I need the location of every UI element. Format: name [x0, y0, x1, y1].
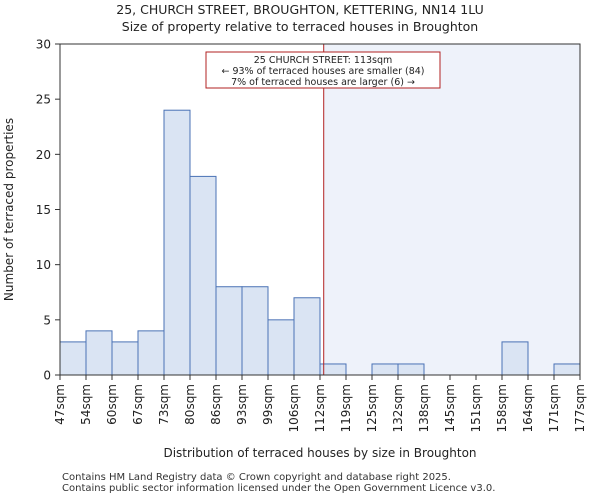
x-tick-label: 67sqm: [131, 384, 145, 425]
x-tick-label: 80sqm: [183, 384, 197, 425]
histogram-bar: [215, 286, 243, 376]
x-tick-label: 158sqm: [495, 384, 509, 432]
footer-copyright: Contains HM Land Registry data © Crown c…: [62, 472, 451, 483]
plot-frame: [59, 43, 581, 376]
annotation-line-2: ← 93% of terraced houses are smaller (84…: [221, 66, 424, 77]
histogram-bar: [59, 341, 87, 376]
footer-licence: Contains public sector information licen…: [62, 483, 496, 494]
y-tick-label: 0: [43, 369, 51, 383]
x-tick-label: 119sqm: [339, 384, 353, 432]
y-tick-label: 30: [36, 38, 51, 52]
annotation-border: [205, 51, 441, 89]
histogram-bar: [397, 363, 425, 376]
x-tick-label: 60sqm: [105, 384, 119, 425]
histogram-bar: [85, 330, 113, 376]
histogram-bar: [137, 330, 165, 376]
y-tick-label: 20: [36, 148, 51, 162]
x-tick-label: 54sqm: [79, 384, 93, 425]
histogram-bar: [267, 319, 295, 376]
histogram-bar: [111, 341, 139, 376]
larger-region-shade: [323, 44, 580, 375]
x-tick-label: 99sqm: [261, 384, 275, 425]
histogram-bar: [553, 363, 581, 376]
chart-title: 25, CHURCH STREET, BROUGHTON, KETTERING,…: [116, 2, 484, 17]
y-tick-label: 25: [36, 93, 51, 107]
y-axis-label: Number of terraced properties: [2, 118, 16, 301]
x-tick-label: 145sqm: [443, 384, 457, 432]
histogram-bar: [371, 363, 399, 376]
x-axis-label: Distribution of terraced houses by size …: [163, 446, 476, 460]
x-tick-label: 73sqm: [157, 384, 171, 425]
histogram-bar: [163, 109, 191, 376]
chart-subtitle: Size of property relative to terraced ho…: [121, 19, 479, 34]
annotation-line-1: 25 CHURCH STREET: 113sqm: [254, 55, 393, 66]
annotation-box: 25 CHURCH STREET: 113sqm ← 93% of terrac…: [205, 51, 441, 89]
x-tick-label: 106sqm: [287, 384, 301, 432]
x-tick-label: 86sqm: [209, 384, 223, 425]
y-tick-label: 10: [36, 258, 51, 272]
x-tick-label: 138sqm: [417, 384, 431, 432]
histogram-bar: [501, 341, 529, 376]
x-tick-label: 164sqm: [521, 384, 535, 432]
histogram-bar: [241, 286, 269, 376]
x-tick-label: 112sqm: [313, 384, 327, 432]
x-tick-label: 93sqm: [235, 384, 249, 425]
y-tick-label: 5: [43, 313, 51, 327]
x-tick-label: 47sqm: [53, 384, 67, 425]
x-tick-label: 151sqm: [469, 384, 483, 432]
y-tick-label: 15: [36, 203, 51, 217]
annotation-line-3: 7% of terraced houses are larger (6) →: [231, 77, 415, 88]
x-tick-label: 177sqm: [573, 384, 587, 432]
x-tick-label: 132sqm: [391, 384, 405, 432]
histogram-bar: [189, 175, 217, 376]
x-tick-label: 171sqm: [547, 384, 561, 432]
histogram-bar: [293, 297, 321, 376]
x-tick-label: 125sqm: [365, 384, 379, 432]
